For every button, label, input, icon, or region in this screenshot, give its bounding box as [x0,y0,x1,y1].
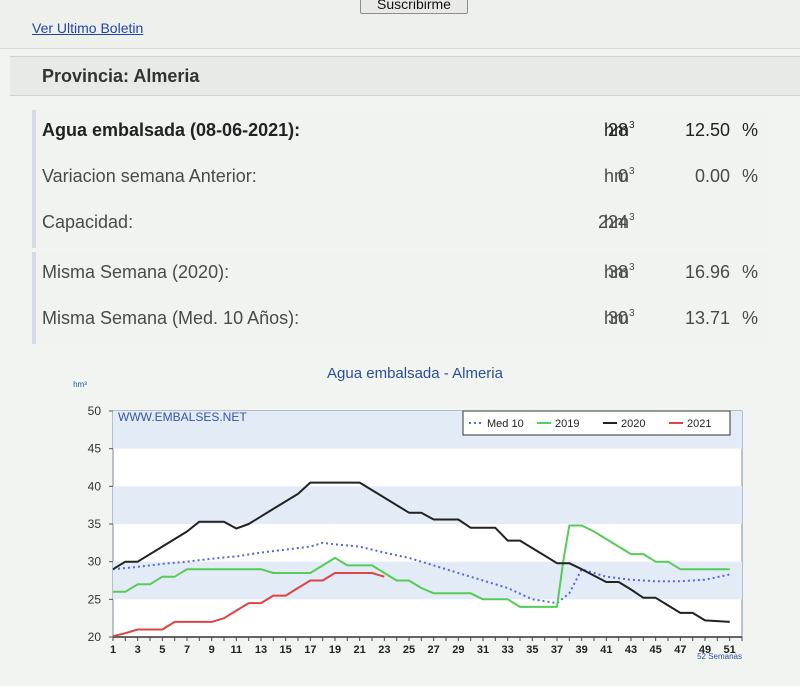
x-tick-label: 21 [354,644,366,656]
top-bar: Suscribirme Ver Ultimo Boletin [0,0,800,49]
x-tick-label: 37 [551,644,563,656]
chart-y-axis-label: hm³ [73,380,87,389]
legend-label: 2020 [621,418,645,430]
x-tick-label: 29 [452,644,464,656]
x-tick-label: 19 [329,644,341,656]
y-tick-label: 25 [88,592,102,606]
chart-watermark: WWW.EMBALSES.NET [118,410,247,424]
stat-row-capacity: Capacidad: 224 hm3 [32,202,772,248]
series-line-2020 [112,481,730,623]
stat-percent: 12.50 [684,120,730,140]
legend-label: 2019 [555,418,579,430]
x-tick-label: 27 [428,644,440,656]
x-tick-label: 17 [304,644,316,656]
reservoir-stats: Agua embalsada (08-06-2021): 28 hm3 12.5… [32,110,772,344]
stat-label: Misma Semana (2020): [42,262,230,282]
chart-title: Agua embalsada - Almeria [327,365,504,382]
stat-value: 30 [607,308,628,328]
stat-unit: hm3 [604,308,635,328]
x-tick-label: 43 [625,644,637,656]
x-tick-label: 15 [280,644,292,656]
y-tick-label: 45 [88,442,102,456]
stat-label: Agua embalsada (08-06-2021): [42,120,301,140]
x-tick-label: 49 [699,644,711,656]
x-tick-label: 39 [576,644,588,656]
legend-label: Med 10 [487,418,524,430]
plot-background [112,410,743,638]
y-tick-label: 20 [88,630,102,644]
chart-legend: Med 10 2019 2020 2021 [462,410,731,436]
province-title: Provincia: Almeria [42,66,200,86]
grid-band [113,561,742,600]
stat-value: 38 [607,262,628,282]
series-lines [112,481,730,638]
x-tick-label: 35 [526,644,538,656]
stat-value: 224 [597,212,628,232]
stat-percent-sign: % [741,120,758,140]
x-tick-label: 41 [600,644,612,656]
stat-row-same-week-10yr-avg: Misma Semana (Med. 10 Años): 30 hm3 13.7… [32,298,772,344]
stat-percent-sign: % [741,262,758,282]
stat-row-weekly-change: Variacion semana Anterior: 0 hm3 0.00 % [32,156,772,202]
x-tick-label: 9 [209,644,215,656]
province-header: Provincia: Almeria [10,56,800,96]
y-tick-label: 30 [88,555,102,569]
x-tick-label: 1 [110,644,116,656]
x-tick-label: 33 [502,644,514,656]
stat-percent: 0.00 [694,166,730,186]
stat-label: Variacion semana Anterior: [42,166,257,186]
y-tick-label: 50 [88,404,102,418]
y-tick-label: 40 [88,479,102,493]
stat-percent: 13.71 [684,308,730,328]
x-tick-label: 31 [477,644,489,656]
x-tick-label: 7 [184,644,190,656]
x-tick-label: 47 [674,644,686,656]
chart-x-axis-label: 52 Semanas [697,652,742,661]
subscribe-button[interactable]: Suscribirme [360,0,468,14]
stat-row-stored-water: Agua embalsada (08-06-2021): 28 hm3 12.5… [32,110,772,156]
legend-label: 2021 [687,418,711,430]
stat-unit: hm3 [604,262,635,282]
x-tick-label: 25 [403,644,415,656]
x-tick-label: 23 [378,644,390,656]
stat-unit: hm3 [604,120,635,140]
y-tick-label: 35 [88,517,102,531]
legend-box [462,410,731,436]
stat-unit: hm3 [604,212,635,232]
stat-value: 28 [607,120,628,140]
y-axis-ticks: 20 25 30 35 40 45 50 [88,404,113,644]
stat-value: 0 [617,166,628,186]
series-line-2021 [112,572,385,638]
series-line-2019 [113,524,730,608]
reservoir-chart: Agua embalsada - Almeria hm³ 20 25 30 35 40 4… [0,355,800,681]
stat-percent-sign: % [741,308,758,328]
x-axis-ticks: 1 3 5 7 9 11 13 15 17 19 21 23 25 27 29 31 33 35 37 39 41 43 4… [110,636,743,656]
x-tick-label: 45 [650,644,662,656]
x-tick-label: 5 [159,644,165,656]
x-tick-label: 3 [135,644,141,656]
grid-band [113,486,742,524]
stat-percent: 16.96 [684,262,730,282]
stat-percent-sign: % [741,166,758,186]
chart-svg: Agua embalsada - Almeria hm³ 20253035404… [73,365,743,661]
stat-label: Capacidad: [42,212,134,232]
x-tick-label: 13 [255,644,267,656]
x-tick-label: 51 [724,644,736,656]
last-bulletin-link[interactable]: Ver Ultimo Boletin [32,20,144,36]
series-line-med-10 [112,541,730,605]
x-tick-label: 11 [231,644,243,656]
stat-unit: hm3 [604,166,635,186]
stat-row-same-week-2020: Misma Semana (2020): 38 hm3 16.96 % [32,252,772,298]
stat-label: Misma Semana (Med. 10 Años): [42,308,300,328]
